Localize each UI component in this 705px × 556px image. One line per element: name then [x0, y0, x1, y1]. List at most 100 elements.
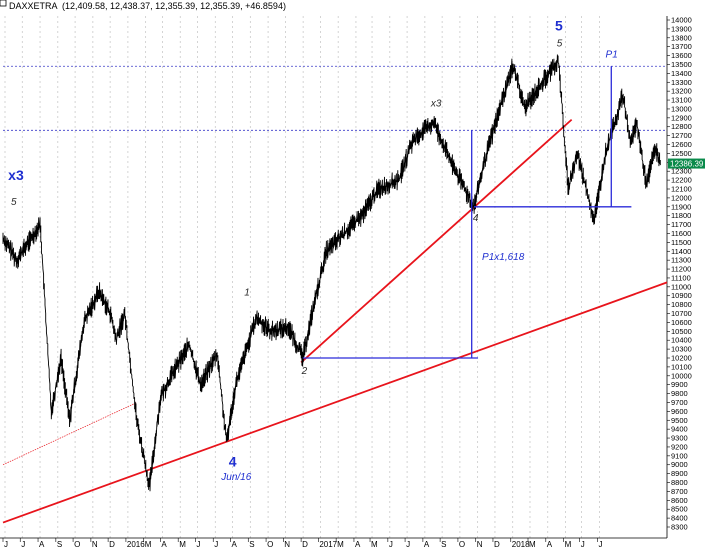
y-tick-label: 10700	[671, 309, 692, 318]
y-tick-label: 9000	[671, 460, 688, 469]
quote-label: (12,409.58, 12,438.37, 12,355.39, 12,355…	[62, 1, 286, 11]
y-tick-label: 13100	[671, 96, 692, 105]
y-tick-label: 11100	[671, 273, 691, 282]
y-tick-label: 8400	[671, 514, 688, 523]
wave-label: Jun/16	[220, 472, 251, 483]
y-tick-label: 12900	[671, 113, 692, 122]
y-tick-label: 11700	[671, 220, 691, 229]
x-tick-label: M	[145, 540, 152, 549]
y-tick-label: 13300	[671, 78, 692, 87]
y-tick-label: 13700	[671, 42, 692, 51]
wave-label: x3	[430, 98, 442, 109]
x-tick-label: A	[424, 540, 430, 549]
x-tick-label: M	[179, 540, 186, 549]
y-tick-label: 12200	[671, 176, 692, 185]
price-series-line	[2, 54, 661, 492]
y-tick-label: 9700	[671, 398, 688, 407]
x-tick-label: S	[441, 540, 446, 549]
x-tick-label: N	[477, 540, 483, 549]
wave-label: 4	[473, 213, 479, 224]
x-tick-label: M	[565, 540, 572, 549]
y-tick-label: 11000	[671, 282, 691, 291]
y-tick-label: 13400	[671, 69, 692, 78]
x-tick-label: M	[529, 540, 536, 549]
y-tick-label: 9800	[671, 389, 688, 398]
y-tick-label: 12300	[671, 167, 692, 176]
x-tick-label: N	[92, 540, 98, 549]
y-tick-label: 9500	[671, 416, 688, 425]
x-tick-label: 2016	[127, 540, 145, 549]
x-tick-label: J	[598, 540, 602, 549]
wave-label: 5	[11, 197, 17, 208]
wave-label: 5	[557, 39, 563, 50]
last-price-tag	[668, 158, 705, 169]
x-tick-label: J	[581, 540, 585, 549]
x-tick-label: A	[355, 540, 361, 549]
y-tick-label: 14000	[671, 16, 692, 25]
x-tick-label: M	[337, 540, 344, 549]
y-tick-label: 10100	[671, 362, 692, 371]
y-tick-label: 10300	[671, 345, 692, 354]
x-tick-label: A	[39, 540, 45, 549]
y-tick-label: 13000	[671, 104, 692, 113]
x-tick-label: J	[214, 540, 218, 549]
x-tick-label: 2017	[319, 540, 337, 549]
y-tick-label: 11200	[671, 265, 691, 274]
y-tick-label: 10800	[671, 300, 692, 309]
x-tick-label: D	[109, 540, 115, 549]
y-tick-label: 11300	[671, 256, 691, 265]
y-tick-label: 8800	[671, 478, 688, 487]
x-tick-label: S	[57, 540, 62, 549]
trendline	[300, 118, 573, 364]
x-tick-label: J	[406, 540, 410, 549]
x-tick-label: S	[249, 540, 254, 549]
y-tick-label: 9400	[671, 425, 688, 434]
y-tick-label: 13600	[671, 51, 692, 60]
x-tick-label: N	[284, 540, 290, 549]
x-tick-label: J	[196, 540, 200, 549]
x-tick-label: A	[161, 540, 167, 549]
y-tick-label: 9300	[671, 434, 688, 443]
x-tick-label: D	[494, 540, 500, 549]
y-tick-label: 11400	[671, 247, 691, 256]
wave-label: 5	[555, 18, 563, 34]
wave-label: 1	[244, 288, 250, 299]
y-tick-label: 9100	[671, 451, 688, 460]
x-tick-label: J	[4, 540, 8, 549]
trendline	[2, 402, 137, 466]
y-tick-label: 11600	[671, 229, 691, 238]
x-tick-label: J	[21, 540, 25, 549]
y-tick-label: 12000	[671, 193, 692, 202]
y-tick-label: 12800	[671, 122, 692, 131]
y-tick-label: 8700	[671, 487, 688, 496]
symbol-label: DAXXETRA	[9, 1, 58, 11]
y-tick-label: 8500	[671, 505, 688, 514]
x-tick-label: A	[547, 540, 553, 549]
header-checkbox-icon[interactable]	[0, 0, 7, 7]
y-tick-label: 11800	[671, 211, 691, 220]
y-tick-label: 10000	[671, 371, 692, 380]
x-tick-label: D	[302, 540, 308, 549]
y-tick-label: 9900	[671, 380, 688, 389]
x-tick-label: O	[267, 540, 273, 549]
wave-label: P1x1,618	[482, 252, 525, 263]
y-tick-label: 9200	[671, 442, 688, 451]
y-tick-label: 13200	[671, 87, 692, 96]
y-tick-label: 12100	[671, 185, 692, 194]
x-tick-label: J	[389, 540, 393, 549]
y-tick-label: 10600	[671, 318, 692, 327]
x-tick-label: M	[371, 540, 378, 549]
y-tick-label: 8900	[671, 469, 688, 478]
y-tick-label: 12600	[671, 140, 692, 149]
y-tick-label: 8300	[671, 523, 688, 532]
wave-label: x3	[8, 167, 24, 183]
y-tick-label: 13500	[671, 60, 692, 69]
y-tick-label: 10900	[671, 291, 692, 300]
y-tick-label: 10400	[671, 336, 692, 345]
y-tick-label: 12500	[671, 149, 692, 158]
wave-label: P1	[606, 49, 618, 60]
trendline	[2, 281, 668, 524]
y-tick-label: 13800	[671, 33, 692, 42]
